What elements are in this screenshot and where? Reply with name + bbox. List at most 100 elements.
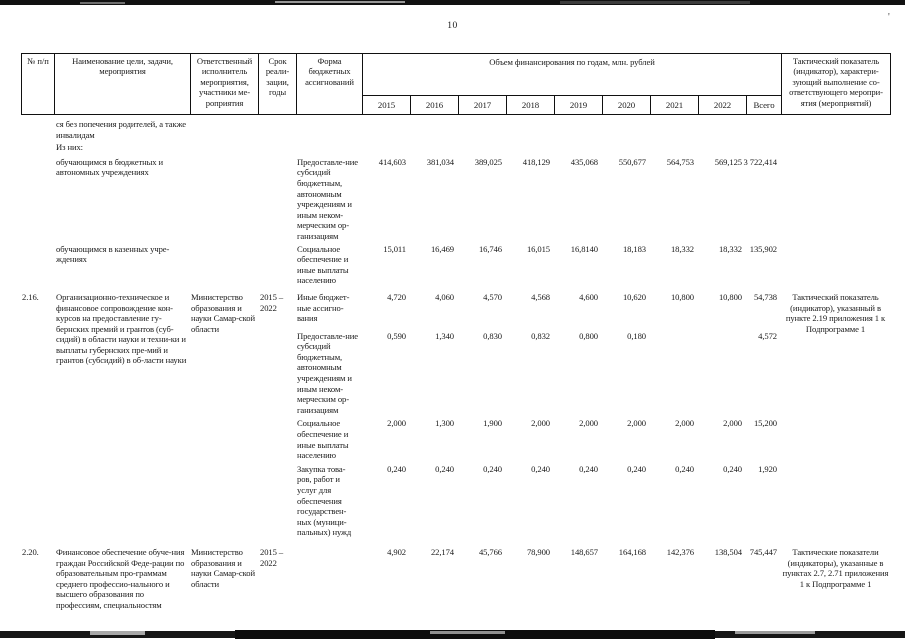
header-year-2015: 2015 [362,96,410,114]
cell-budget-form: Закупка това-ров, работ и услуг для обес… [297,463,352,538]
value-text: 18,332 [718,243,742,254]
table-header: № п/п Наименование цели, задачи, меропри… [21,53,891,115]
value-text: 54,738 [753,291,777,302]
cell-period [257,119,295,140]
table-row: обучающимся в бюджетных и автономных учр… [21,157,891,242]
cell-number [21,331,53,416]
table-row: Закупка това-ров, работ и услуг для обес… [21,464,891,538]
cell-value-2016: 22,174 [409,547,457,611]
cell-value-2020: 550,677 [601,157,649,242]
cell-activity-name [53,464,189,538]
cell-value-2020: 10,620 [601,292,649,324]
value-text: 78,900 [526,546,550,557]
cell-indicator [780,331,891,416]
table-row: обучающимся в казенных учре-ждениях Соци… [21,244,891,286]
cell-value-total: 15,200 [745,418,780,460]
value-text: 10,800 [718,291,742,302]
cell-value-2018: 2,000 [505,418,553,460]
cell-value-total: 54,738 [745,292,780,324]
cell-indicator: Тактические показатели (индикаторы), ука… [782,546,889,589]
value-text: 4,902 [387,546,406,557]
cell-value-2018: 0,832 [505,331,553,416]
cell-value-2017: 4,570 [457,292,505,324]
cell-value-2020 [601,119,649,140]
value-text: 16,015 [526,243,550,254]
cell-value-total [745,142,780,153]
cell-value-2019: 0,240 [553,464,601,538]
cell-executor [189,119,257,140]
value-text: 1,920 [758,463,777,474]
cell-period [257,331,295,416]
header-col-indicator: Тактический показатель (индикатор), хара… [781,54,890,114]
cell-value-total [745,119,780,140]
cell-value-2020: 18,183 [601,244,649,286]
value-text: 164,168 [618,546,646,557]
cell-budget-form [295,547,361,611]
cell-value-2015 [361,119,409,140]
value-text: 4,570 [483,291,502,302]
value-text: 10,620 [622,291,646,302]
cell-value-2022: 2,000 [697,418,745,460]
cell-value-2021 [649,119,697,140]
cell-indicator [780,119,891,140]
value-text: 18,332 [670,243,694,254]
cell-value-2019: 16,8140 [553,244,601,286]
value-text: 0,830 [483,330,502,341]
cell-budget-form: Иные бюджет-ные ассигно-вания [297,291,350,324]
cell-value-2016: 4,060 [409,292,457,324]
cell-value-2020: 0,240 [601,464,649,538]
cell-indicator [780,142,891,153]
header-col-name: Наименование цели, задачи, мероприятия [54,54,190,114]
table-row: ся без попечения родителей, а также инва… [21,119,891,140]
value-text: 4,568 [531,291,550,302]
cell-activity-name: Организационно-техническое и финансовое … [56,291,187,366]
value-text: 0,240 [723,463,742,474]
cell-value-2015: 414,603 [361,157,409,242]
cell-executor [189,157,257,242]
value-text: 0,832 [531,330,550,341]
cell-executor [189,244,257,286]
cell-period [257,157,295,242]
value-text: 564,753 [666,156,694,167]
scan-artifact-top [0,0,905,6]
cell-value-2022 [697,119,745,140]
cell-budget-form: Предоставле-ние субсидий бюджетным, авто… [297,156,358,241]
header-year-2021: 2021 [650,96,698,114]
cell-period: 2015 – 2022 [260,291,284,313]
header-year-2018: 2018 [506,96,554,114]
cell-budget-form [295,119,361,140]
value-text: 381,034 [426,156,454,167]
cell-number [21,464,53,538]
value-text: 2,000 [387,418,406,429]
value-text: 22,174 [430,546,454,557]
cell-executor: Министерство образования и науки Самар-с… [191,546,255,589]
cell-period [257,464,295,538]
value-text: 1,340 [435,330,454,341]
value-text: 569,125 [714,156,742,167]
cell-activity-name: ся без попечения родителей, а также инва… [56,119,187,140]
header-year-2016: 2016 [410,96,458,114]
value-text: 1,900 [483,418,502,429]
value-text: 389,025 [474,156,502,167]
cell-value-2015 [361,142,409,153]
cell-value-2022: 10,800 [697,292,745,324]
page-number: 10 [447,21,458,31]
cell-budget-form [295,142,361,153]
value-text: 0,240 [531,463,550,474]
cell-value-total: 3 722,414 [744,157,780,242]
cell-value-2018: 0,240 [505,464,553,538]
cell-value-2016 [409,119,457,140]
cell-activity-name: Финансовое обеспечение обуче-ния граждан… [56,546,185,610]
cell-value-2022 [697,331,745,416]
cell-value-2019: 0,800 [553,331,601,416]
cell-number [21,157,53,242]
header-year-2019: 2019 [554,96,602,114]
table-row: Социальное обеспечение и иные выплаты на… [21,418,891,460]
value-text: 16,8140 [570,243,598,254]
cell-value-2019: 4,600 [553,292,601,324]
value-text: 418,129 [522,156,550,167]
cell-period: 2015 – 2022 [260,546,284,568]
cell-value-2021 [649,331,697,416]
header-col-executor: Ответственный исполнитель мероприятия, у… [190,54,258,114]
cell-value-total: 4,572 [745,331,780,416]
